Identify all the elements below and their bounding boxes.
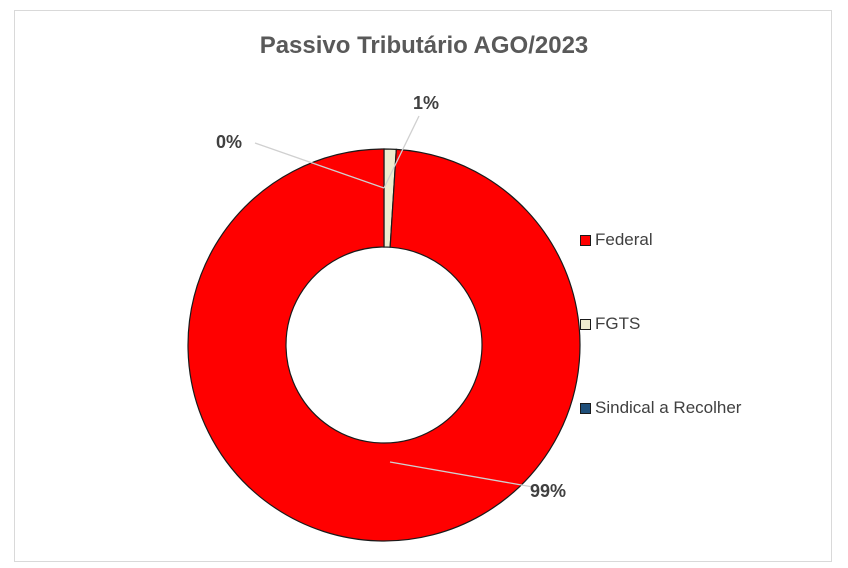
leader-line-federal [389,461,534,488]
legend-label-fgts: FGTS [595,314,641,333]
data-label-fgts: 1% [413,93,439,113]
leader-line-sindical-a-recolher [254,142,385,189]
legend-swatch-sindical [580,402,591,414]
leader-line-fgts [383,115,420,189]
legend-label-federal: Federal [595,230,653,249]
legend-item-fgts: FGTS [580,314,640,334]
data-label-federal: 99% [530,481,566,501]
legend-swatch-fgts [580,318,591,330]
chart-title: Passivo Tributário AGO/2023 [259,32,589,59]
legend-swatch-federal [580,234,591,246]
legend-label-sindical: Sindical a Recolher [595,398,742,417]
legend-item-sindical: Sindical a Recolher [580,398,741,418]
slice-federal [187,148,581,542]
legend-item-federal: Federal [580,230,653,250]
data-label-sindical-a-recolher: 0% [216,132,242,152]
